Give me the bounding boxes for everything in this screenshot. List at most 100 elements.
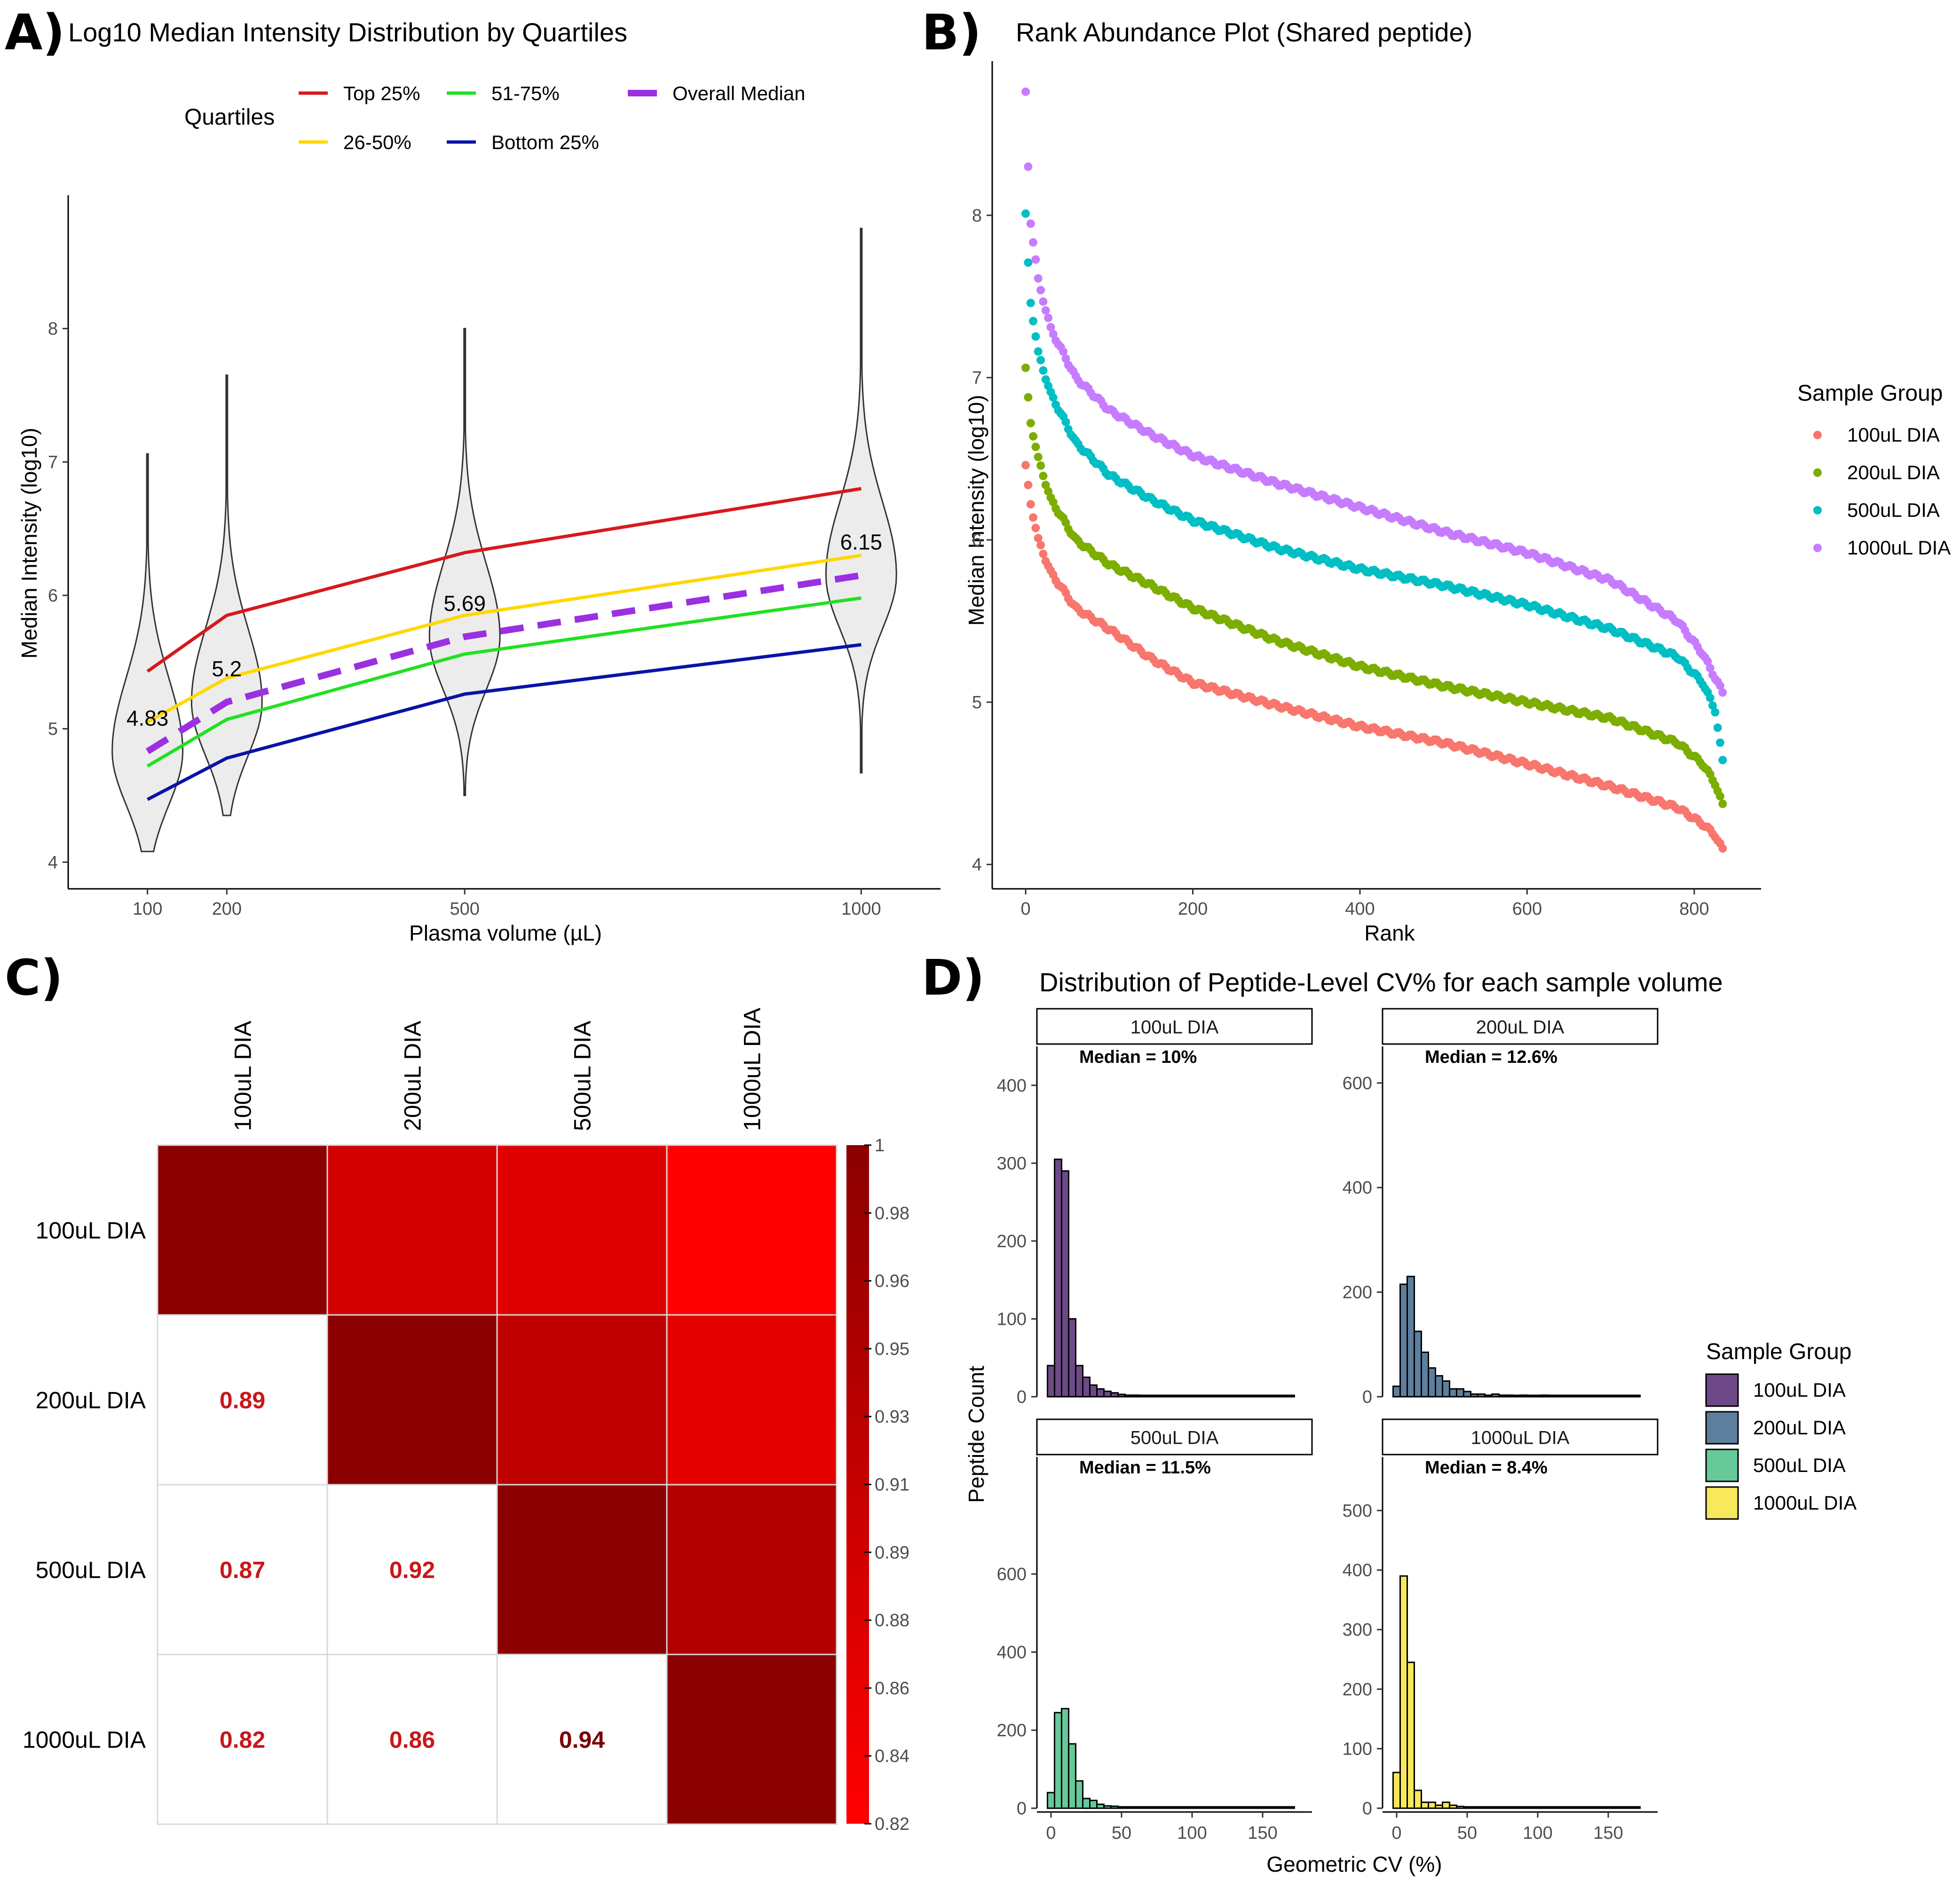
data-point bbox=[1031, 443, 1040, 451]
histogram-bar bbox=[1456, 1388, 1464, 1398]
histogram-bar bbox=[1519, 1394, 1528, 1398]
data-point bbox=[1036, 285, 1045, 294]
median-value-label: 5.69 bbox=[443, 591, 486, 616]
histogram-bar bbox=[1138, 1394, 1147, 1398]
histogram-bar bbox=[1047, 1365, 1055, 1398]
median-value-label: 5.2 bbox=[212, 657, 242, 681]
histogram-bar bbox=[1548, 1806, 1556, 1809]
panel-a-chart: 4 5 6 7 8 100 200 500 1000 4.83 5.2 5.69 6.15 Top 25%… bbox=[48, 82, 940, 919]
panel-b-xlabel: Rank bbox=[1364, 921, 1415, 945]
heatmap-cell bbox=[496, 1144, 668, 1316]
histogram-bar bbox=[1477, 1393, 1486, 1398]
legend-label: 26-50% bbox=[343, 131, 411, 153]
x-tick-label: 50 bbox=[1112, 1823, 1131, 1843]
histogram-bar bbox=[1505, 1806, 1514, 1809]
histogram-bar bbox=[1153, 1806, 1161, 1809]
histogram-bar bbox=[1096, 1388, 1105, 1398]
heatmap-cell bbox=[157, 1654, 328, 1825]
legend-label: 200uL DIA bbox=[1753, 1416, 1846, 1439]
legend-key bbox=[1705, 1373, 1739, 1407]
histogram-bar bbox=[1272, 1394, 1281, 1398]
x-tick-label: 50 bbox=[1457, 1823, 1477, 1843]
heatmap-cell bbox=[496, 1314, 668, 1486]
series-line-26-50- bbox=[146, 554, 861, 724]
histogram-bar bbox=[1456, 1805, 1464, 1809]
median-annotation: Median = 10% bbox=[1079, 1047, 1197, 1067]
facet-100ul-dia: 100uL DIA 0 100 200 300 400 Median = 10% bbox=[997, 1008, 1313, 1407]
correlation-value: 0.87 bbox=[220, 1557, 265, 1583]
histogram-bar bbox=[1618, 1806, 1627, 1809]
data-point bbox=[1718, 844, 1727, 853]
data-point bbox=[1718, 688, 1727, 697]
histogram-bar bbox=[1541, 1394, 1549, 1398]
legend-key bbox=[1813, 544, 1822, 552]
histogram-bar bbox=[1082, 1377, 1091, 1398]
x-tick-label: 600 bbox=[1512, 899, 1542, 919]
histogram-bar bbox=[1533, 1394, 1542, 1398]
histogram-bar bbox=[1209, 1394, 1217, 1398]
y-tick-label: 400 bbox=[1343, 1561, 1372, 1581]
data-point bbox=[1711, 708, 1720, 717]
data-point bbox=[1049, 393, 1058, 402]
histogram-bar bbox=[1110, 1805, 1119, 1809]
histogram-bar bbox=[1533, 1806, 1542, 1809]
histogram-bar bbox=[1075, 1780, 1083, 1809]
histogram-bar bbox=[1583, 1394, 1591, 1398]
series-line-overall-median bbox=[145, 572, 862, 754]
panel-d-ylabel: Peptide Count bbox=[964, 1366, 988, 1503]
data-point bbox=[1706, 693, 1715, 702]
histogram-bar bbox=[1449, 1388, 1457, 1398]
histogram-bar bbox=[1399, 1575, 1408, 1809]
histogram-bar bbox=[1625, 1806, 1634, 1809]
histogram-bar bbox=[1251, 1806, 1260, 1809]
data-point bbox=[1021, 87, 1030, 96]
facet-strip bbox=[1036, 1008, 1313, 1045]
row-label: 200uL DIA bbox=[36, 1387, 146, 1414]
histogram-bar bbox=[1519, 1806, 1528, 1809]
histogram-bar bbox=[1421, 1801, 1429, 1809]
heatmap-cell bbox=[496, 1484, 668, 1655]
violin-4.83 bbox=[111, 453, 184, 853]
correlation-value: 0.86 bbox=[389, 1727, 435, 1753]
heatmap-cell bbox=[326, 1314, 498, 1486]
data-point bbox=[1706, 664, 1715, 672]
data-point bbox=[1034, 347, 1043, 356]
y-tick-label: 300 bbox=[1343, 1620, 1372, 1640]
data-point bbox=[1061, 354, 1070, 363]
data-point bbox=[1024, 481, 1033, 490]
legend-label: 500uL DIA bbox=[1847, 499, 1940, 521]
histogram-bar bbox=[1230, 1806, 1239, 1809]
histogram-bar bbox=[1181, 1806, 1189, 1809]
histogram-bar bbox=[1237, 1394, 1246, 1398]
histogram-bar bbox=[1498, 1806, 1507, 1809]
data-point bbox=[1718, 799, 1727, 808]
histogram-bar bbox=[1576, 1394, 1584, 1398]
data-point bbox=[1041, 481, 1050, 490]
legend-key bbox=[1705, 1486, 1739, 1520]
histogram-bar bbox=[1392, 1385, 1401, 1398]
panel-d-title: Distribution of Peptide-Level CV% for ea… bbox=[1039, 967, 1723, 997]
y-tick-label: 8 bbox=[972, 206, 982, 226]
histogram-bar bbox=[1244, 1806, 1253, 1809]
panel-a-legend-title: Quartiles bbox=[184, 105, 275, 130]
panel-d-letter: D) bbox=[922, 949, 985, 1006]
panel-a-letter: A) bbox=[5, 4, 65, 61]
histogram-bar bbox=[1117, 1393, 1126, 1398]
heatmap-cell bbox=[666, 1144, 838, 1316]
histogram-bar bbox=[1265, 1806, 1274, 1809]
heatmap-cell bbox=[666, 1654, 838, 1825]
y-tick-label: 500 bbox=[1343, 1501, 1372, 1521]
legend-label: 100uL DIA bbox=[1753, 1379, 1846, 1401]
y-tick-label: 6 bbox=[48, 586, 58, 606]
median-value-label: 6.15 bbox=[840, 530, 883, 554]
histogram-bar bbox=[1498, 1394, 1507, 1398]
histogram-bar bbox=[1484, 1806, 1493, 1809]
data-point bbox=[1044, 313, 1053, 322]
colorbar-tick-label: 1 bbox=[875, 1136, 885, 1155]
legend-label: Top 25% bbox=[343, 82, 420, 104]
column-label: 500uL DIA bbox=[569, 1021, 596, 1131]
histogram-bar bbox=[1442, 1380, 1450, 1398]
histogram-bar bbox=[1392, 1772, 1401, 1809]
data-point bbox=[1026, 500, 1035, 509]
histogram-bar bbox=[1047, 1792, 1055, 1809]
